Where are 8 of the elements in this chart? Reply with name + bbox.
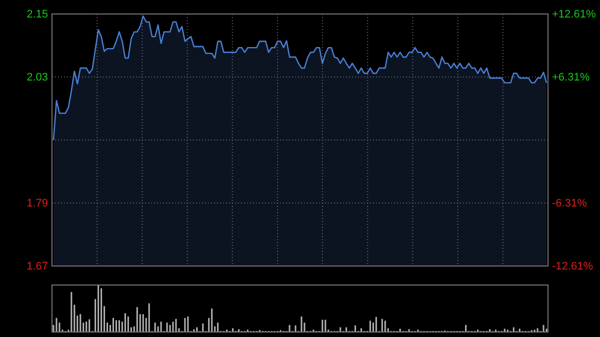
y2-tick-label: -12.61%	[552, 260, 594, 273]
y2-tick-label: -6.31%	[552, 198, 588, 210]
y2-tick-label: +12.61%	[552, 8, 596, 21]
y2-tick-label: +6.31%	[552, 71, 590, 84]
y-tick-label: 1.67	[26, 260, 48, 273]
y-tick-label: 1.79	[26, 198, 48, 210]
y-tick-label: 2.15	[26, 8, 48, 21]
y-tick-label: 2.03	[26, 72, 48, 84]
